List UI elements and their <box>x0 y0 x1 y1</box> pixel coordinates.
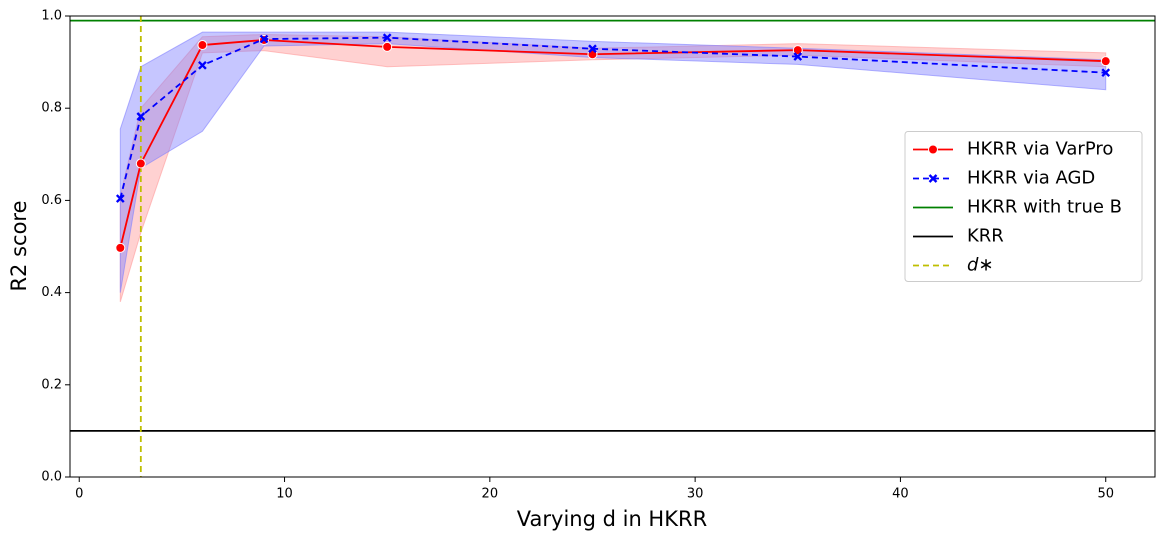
y-tick-label: 0.8 <box>41 101 62 116</box>
marker <box>197 40 208 51</box>
legend-marker <box>928 144 938 155</box>
marker <box>259 34 269 44</box>
marker <box>115 242 126 253</box>
legend-label: KRR <box>967 226 1004 247</box>
legend-box <box>904 131 1143 282</box>
legend-label: HKRR with true B <box>967 197 1122 218</box>
x-tick-label: 40 <box>892 487 909 502</box>
marker <box>136 112 146 121</box>
marker <box>198 60 207 70</box>
series-line <box>119 39 1106 249</box>
legend-label: HKRR via VarPro <box>967 139 1113 160</box>
marker <box>115 194 125 203</box>
marker <box>1101 68 1111 78</box>
marker <box>793 52 803 61</box>
x-tick-label: 0 <box>75 487 83 502</box>
y-tick-label: 0.6 <box>41 193 62 208</box>
x-axis-label: Varying d in HKRR <box>517 507 707 531</box>
legend-label: HKRR via AGD <box>967 168 1095 189</box>
series-line <box>119 36 1106 199</box>
x-tick-label: 50 <box>1097 487 1114 502</box>
x-tick-label: 30 <box>687 487 704 502</box>
y-tick-label: 0.2 <box>41 377 62 392</box>
marker <box>588 44 597 54</box>
marker <box>135 158 146 169</box>
plot <box>70 16 1155 477</box>
marker <box>382 33 392 43</box>
marker <box>382 41 393 52</box>
marker <box>1100 56 1111 67</box>
y-tick-label: 0.4 <box>41 285 62 300</box>
marker <box>792 45 803 56</box>
legend: HKRR via VarPro HKRR via AGD HKRR with tru… <box>904 131 1143 282</box>
y-axis-label: R2 score <box>7 200 31 291</box>
y-tick-label: 0.0 <box>41 470 62 485</box>
legend-label: d∗ <box>967 255 994 276</box>
x-tick-label: 10 <box>276 487 293 502</box>
y-tick-label: 1.0 <box>41 9 62 24</box>
legend-marker <box>928 174 938 183</box>
x-tick-label: 20 <box>482 487 499 502</box>
axes-frame <box>69 15 1156 478</box>
